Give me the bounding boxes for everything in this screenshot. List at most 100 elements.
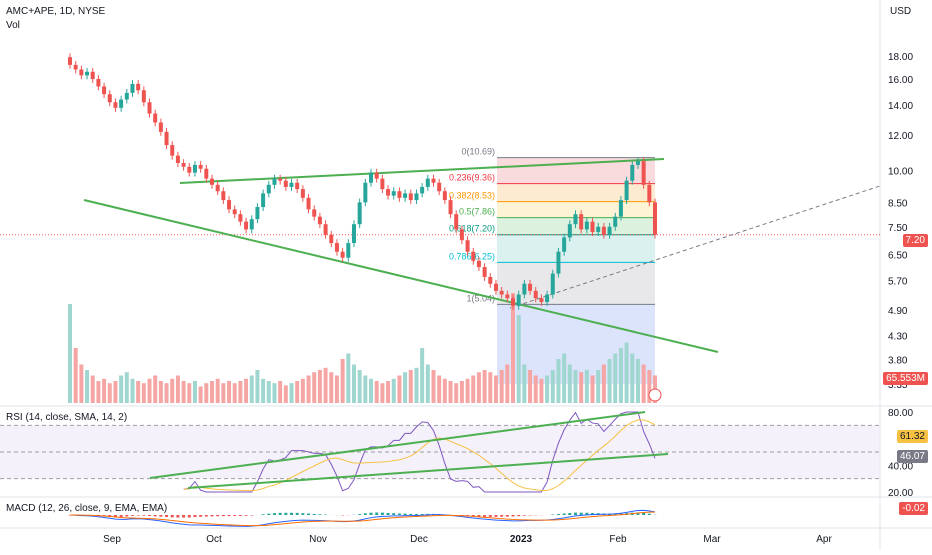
last-price-badge: 7.20 — [903, 234, 928, 247]
candle-body — [159, 123, 163, 132]
candle-body — [79, 69, 83, 75]
macd-histogram-bar — [523, 515, 526, 516]
volume-bar — [238, 381, 242, 403]
macd-histogram-bar — [404, 514, 407, 515]
macd-histogram-bar — [216, 515, 219, 516]
volume-bar — [625, 343, 629, 404]
volume-bar — [142, 383, 146, 403]
volume-bar — [85, 370, 89, 403]
candle-body — [136, 84, 140, 90]
macd-histogram-bar — [279, 513, 282, 515]
volume-bar — [170, 379, 174, 403]
volume-bar — [477, 372, 481, 403]
macd-histogram-bar — [409, 514, 412, 515]
candle-body — [221, 191, 225, 200]
volume-bar — [375, 381, 379, 403]
candle-body — [573, 214, 577, 224]
volume-bar — [204, 383, 208, 403]
candle-body — [505, 295, 509, 299]
volume-bar — [216, 379, 220, 403]
rsi-ma-badge: 46.07 — [897, 450, 928, 463]
macd-histogram-bar — [512, 515, 515, 516]
candle-body — [74, 65, 78, 70]
candle-body — [267, 185, 271, 194]
macd-histogram-bar — [131, 515, 134, 516]
volume-bar — [613, 354, 617, 404]
volume-bar — [602, 365, 606, 404]
rsi-indicator-label[interactable]: RSI (14, close, SMA, 14, 2) — [6, 412, 127, 423]
volume-label: Vol — [6, 20, 20, 31]
candle-body — [494, 284, 498, 291]
volume-bar — [460, 381, 464, 403]
volume-bar — [426, 365, 430, 404]
candle-body — [238, 214, 242, 221]
volume-bar — [267, 381, 271, 403]
macd-indicator-label[interactable]: MACD (12, 26, close, 9, EMA, EMA) — [6, 503, 167, 514]
volume-bar — [346, 354, 350, 404]
price-tick-label: 4.90 — [888, 306, 908, 317]
macd-histogram-bar — [159, 515, 162, 517]
candle-body — [437, 183, 441, 191]
macd-histogram-bar — [239, 515, 242, 516]
volume-bar — [130, 379, 134, 403]
candle-body — [85, 72, 89, 76]
macd-histogram-bar — [398, 513, 401, 515]
rsi-tick-label: 20.00 — [888, 488, 913, 499]
fib-level-label: 0.382(8.53) — [449, 191, 495, 201]
candle-body — [165, 132, 169, 145]
macd-histogram-bar — [517, 515, 520, 516]
volume-bar — [505, 365, 509, 404]
fib-level-label: 0.5(7.86) — [459, 207, 495, 217]
macd-histogram-bar — [205, 515, 208, 517]
volume-bar — [642, 365, 646, 404]
volume-bar — [528, 370, 532, 403]
candle-body — [409, 193, 413, 200]
volume-bar — [182, 381, 186, 403]
volume-bar — [568, 365, 572, 404]
price-tick-label: 18.00 — [888, 52, 913, 63]
volume-bar — [369, 379, 373, 403]
candle-body — [284, 181, 288, 187]
candle-body — [318, 217, 322, 225]
candle-body — [278, 179, 282, 181]
volume-bar — [329, 372, 333, 403]
volume-bar — [68, 304, 72, 403]
macd-histogram-bar — [381, 513, 384, 515]
candle-body — [596, 227, 600, 232]
macd-histogram-bar — [222, 515, 225, 516]
candle-body — [591, 222, 595, 232]
candle-body — [329, 235, 333, 243]
candle-body — [579, 214, 583, 229]
candle-body — [466, 240, 470, 251]
volume-bar — [386, 381, 390, 403]
volume-bar — [358, 370, 362, 403]
macd-histogram-bar — [483, 515, 486, 517]
macd-histogram-bar — [233, 515, 236, 516]
candle-body — [290, 183, 294, 187]
volume-bar — [125, 372, 129, 403]
candle-body — [170, 145, 174, 156]
macd-histogram-bar — [120, 515, 123, 517]
macd-histogram-bar — [171, 515, 174, 517]
symbol-header[interactable]: AMC+APE, 1D, NYSE — [6, 6, 105, 17]
candle-body — [130, 84, 134, 93]
volume-bar — [221, 383, 225, 403]
volume-bar — [403, 372, 407, 403]
candle-body — [358, 202, 362, 224]
volume-bar — [409, 370, 413, 403]
macd-histogram-bar — [273, 513, 276, 515]
macd-histogram-bar — [125, 515, 128, 516]
macd-histogram-bar — [188, 515, 191, 517]
candle-body — [148, 102, 152, 113]
volume-bar — [471, 376, 475, 404]
price-tick-label: 6.50 — [888, 251, 908, 262]
price-tick-label: 4.30 — [888, 331, 908, 342]
price-tick-label: 12.00 — [888, 131, 913, 142]
volume-bar — [250, 376, 254, 404]
candle-body — [255, 207, 259, 219]
macd-histogram-bar — [193, 515, 196, 517]
candle-body — [68, 57, 72, 65]
price-tick-label: 5.70 — [888, 276, 908, 287]
